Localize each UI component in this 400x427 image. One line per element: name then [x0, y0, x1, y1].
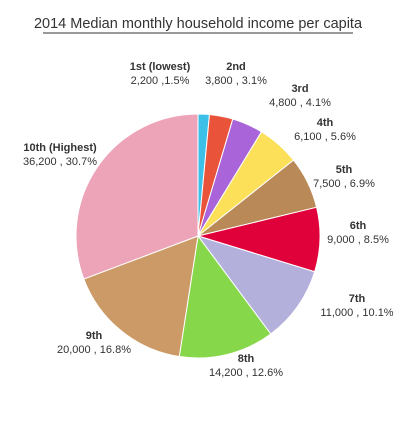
slice-label-value-1: 2,200 ,1.5%	[131, 75, 190, 87]
pie-slice-8	[178, 234, 272, 359]
slice-label-name-7: 7th	[349, 293, 366, 305]
pie-slice-9	[83, 235, 199, 358]
slice-label-value-10: 36,200 , 30.7%	[23, 156, 97, 168]
pie-slice-7	[196, 235, 316, 335]
chart-title: 2014 Median monthly household income per…	[34, 16, 363, 32]
slice-label-name-10: 10th (Highest)	[23, 142, 97, 154]
pie-labels: 1st (lowest) 2,200 ,1.5% 2nd 3,800 , 3.1% 3r…	[23, 61, 394, 379]
slice-label-name-3: 3rd	[291, 83, 308, 95]
slice-label-name-1: 1st (lowest)	[130, 61, 191, 73]
slice-label-name-5: 5th	[336, 164, 353, 176]
slice-label-value-9: 20,000 , 16.8%	[57, 344, 131, 356]
slice-label-value-4: 6,100 , 5.6%	[294, 131, 356, 143]
slice-label-name-4: 4th	[317, 117, 334, 129]
slice-label-name-9: 9th	[86, 330, 103, 342]
slice-label-name-8: 8th	[238, 353, 255, 365]
slice-label-value-3: 4,800 , 4.1%	[269, 97, 331, 109]
slice-label-value-6: 9,000 , 8.5%	[327, 234, 389, 246]
pie-slice-10	[75, 113, 199, 280]
slice-label-value-7: 11,000 , 10.1%	[320, 307, 393, 319]
slice-label-value-8: 14,200 , 12.6%	[209, 367, 283, 379]
slice-label-value-2: 3,800 , 3.1%	[205, 75, 267, 87]
slice-label-name-2: 2nd	[226, 61, 246, 73]
slice-label-name-6: 6th	[350, 220, 367, 232]
pie-slices	[75, 113, 321, 359]
slice-label-value-5: 7,500 , 6.9%	[313, 178, 375, 190]
